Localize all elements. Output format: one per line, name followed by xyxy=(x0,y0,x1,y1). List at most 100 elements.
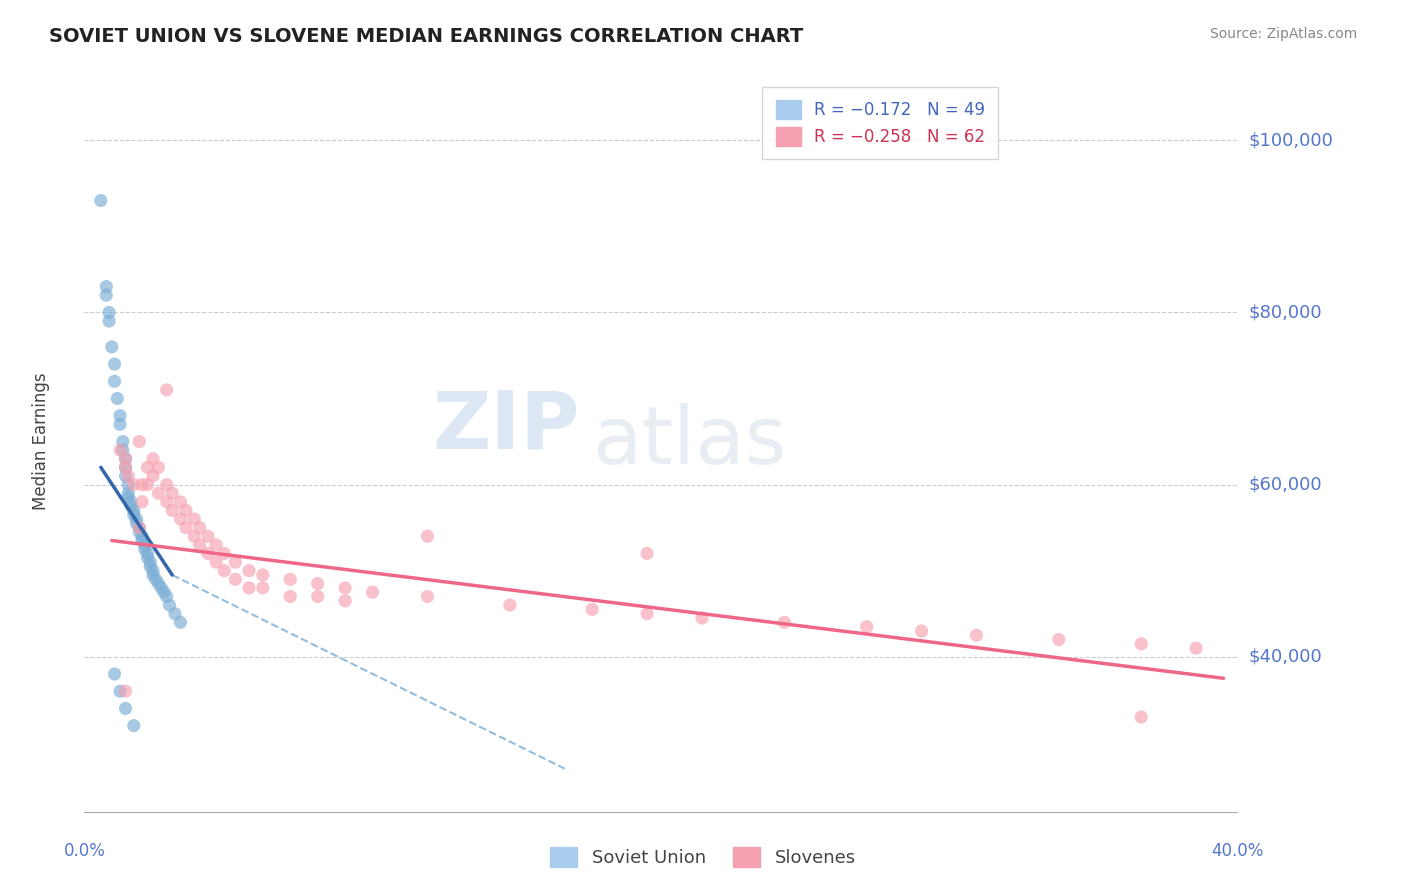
Point xyxy=(108,417,131,432)
Point xyxy=(128,434,150,449)
Point xyxy=(174,521,197,535)
Point xyxy=(131,529,153,543)
Point xyxy=(117,491,139,505)
Point xyxy=(128,524,150,539)
Point xyxy=(153,585,176,599)
Point xyxy=(108,443,131,458)
Point xyxy=(108,409,131,423)
Point xyxy=(169,495,191,509)
Text: $60,000: $60,000 xyxy=(1249,475,1322,493)
Point xyxy=(122,503,145,517)
Point xyxy=(148,486,170,500)
Point xyxy=(134,542,156,557)
Text: 0.0%: 0.0% xyxy=(63,842,105,860)
Point xyxy=(690,611,713,625)
Legend: Soviet Union, Slovenes: Soviet Union, Slovenes xyxy=(543,839,863,874)
Point xyxy=(117,486,139,500)
Point xyxy=(148,576,170,591)
Point xyxy=(416,529,439,543)
Point xyxy=(252,568,274,582)
Point xyxy=(188,538,211,552)
Point xyxy=(122,508,145,522)
Point xyxy=(773,615,796,630)
Point xyxy=(252,581,274,595)
Point xyxy=(636,546,658,560)
Point xyxy=(499,598,522,612)
Text: Median Earnings: Median Earnings xyxy=(31,373,49,510)
Text: Source: ZipAtlas.com: Source: ZipAtlas.com xyxy=(1209,27,1357,41)
Point xyxy=(160,503,183,517)
Point xyxy=(416,590,439,604)
Point xyxy=(114,460,136,475)
Text: $80,000: $80,000 xyxy=(1249,303,1322,321)
Point xyxy=(966,628,988,642)
Point xyxy=(214,564,236,578)
Point xyxy=(131,477,153,491)
Point xyxy=(205,555,228,569)
Point xyxy=(156,590,179,604)
Text: SOVIET UNION VS SLOVENE MEDIAN EARNINGS CORRELATION CHART: SOVIET UNION VS SLOVENE MEDIAN EARNINGS … xyxy=(49,27,803,45)
Point xyxy=(142,469,165,483)
Text: ZIP: ZIP xyxy=(433,388,581,466)
Point xyxy=(103,357,125,371)
Point xyxy=(174,503,197,517)
Point xyxy=(855,620,877,634)
Point xyxy=(183,529,205,543)
Point xyxy=(156,477,179,491)
Point xyxy=(307,576,329,591)
Point xyxy=(120,495,142,509)
Point xyxy=(136,546,159,560)
Point xyxy=(238,564,260,578)
Point xyxy=(114,469,136,483)
Point xyxy=(136,550,159,565)
Point xyxy=(139,559,162,574)
Point xyxy=(96,279,118,293)
Point xyxy=(183,512,205,526)
Legend: R = −0.172   N = 49, R = −0.258   N = 62: R = −0.172 N = 49, R = −0.258 N = 62 xyxy=(762,87,998,160)
Point xyxy=(131,495,153,509)
Text: 40.0%: 40.0% xyxy=(1211,842,1264,860)
Point xyxy=(103,374,125,388)
Point xyxy=(111,434,134,449)
Point xyxy=(114,701,136,715)
Point xyxy=(169,615,191,630)
Point xyxy=(581,602,603,616)
Point xyxy=(307,590,329,604)
Point xyxy=(131,533,153,548)
Point xyxy=(145,572,167,586)
Point xyxy=(214,546,236,560)
Point xyxy=(197,529,219,543)
Point xyxy=(136,460,159,475)
Point xyxy=(105,392,128,406)
Point xyxy=(142,568,165,582)
Point xyxy=(111,443,134,458)
Point xyxy=(636,607,658,621)
Point xyxy=(361,585,384,599)
Point xyxy=(278,590,301,604)
Point xyxy=(333,581,356,595)
Point xyxy=(160,486,183,500)
Point xyxy=(197,546,219,560)
Point xyxy=(156,383,179,397)
Point xyxy=(1185,641,1208,656)
Point xyxy=(114,451,136,466)
Point xyxy=(120,499,142,513)
Point xyxy=(101,340,124,354)
Point xyxy=(90,194,112,208)
Point xyxy=(142,451,165,466)
Point xyxy=(136,477,159,491)
Point xyxy=(1130,710,1153,724)
Point xyxy=(114,460,136,475)
Point xyxy=(98,314,121,328)
Point xyxy=(125,512,148,526)
Point xyxy=(150,581,173,595)
Point xyxy=(122,718,145,732)
Point xyxy=(96,288,118,302)
Point xyxy=(114,684,136,698)
Point xyxy=(159,598,181,612)
Point xyxy=(117,477,139,491)
Text: $40,000: $40,000 xyxy=(1249,648,1322,665)
Point xyxy=(139,555,162,569)
Point xyxy=(1130,637,1153,651)
Point xyxy=(156,495,179,509)
